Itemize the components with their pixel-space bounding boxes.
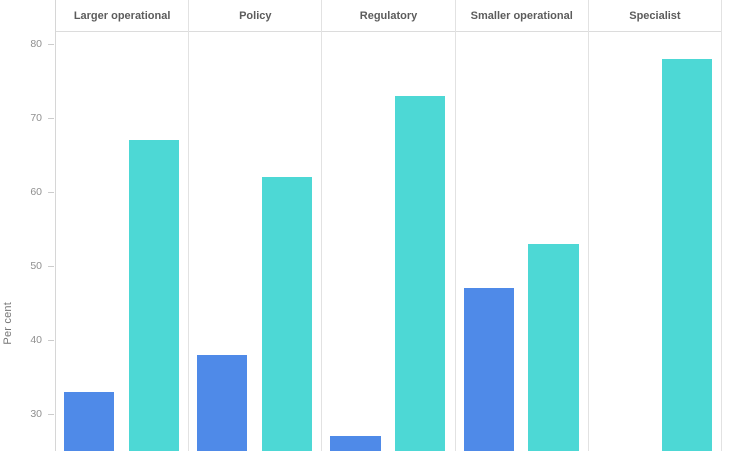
y-tick-label: 80 <box>30 38 42 50</box>
facet-container: Larger operational Policy Regulatory Smalle… <box>55 0 723 451</box>
y-tick-label: 60 <box>30 186 42 198</box>
y-tick-label: 30 <box>30 408 42 420</box>
bar-teal-policy <box>261 177 313 451</box>
bar-teal-regulatory <box>395 95 446 451</box>
panel-header-smaller-operational: Smaller operational <box>455 0 588 32</box>
bar-blue-regulatory <box>330 436 381 451</box>
bar-blue-larger-operational <box>63 391 115 451</box>
y-tick-mark <box>48 118 54 119</box>
y-tick-mark <box>48 266 54 267</box>
y-tick-label: 70 <box>30 112 42 124</box>
facet-smaller-operational: Smaller operational <box>455 0 589 451</box>
bar-teal-specialist <box>661 58 712 451</box>
bar-teal-larger-operational <box>128 140 179 451</box>
y-tick-mark <box>48 414 54 415</box>
panel-header-policy: Policy <box>189 0 322 32</box>
panel-header-regulatory: Regulatory <box>322 0 455 32</box>
facet-larger-operational: Larger operational <box>56 0 190 451</box>
panel-header-larger-operational: Larger operational <box>56 0 189 32</box>
y-tick-label: 50 <box>30 260 42 272</box>
panel-header-specialist: Specialist <box>588 0 722 32</box>
y-tick-mark <box>48 340 54 341</box>
facet-specialist: Specialist <box>588 0 723 451</box>
bar-blue-smaller-operational <box>463 288 514 451</box>
y-tick-label: 40 <box>30 334 42 346</box>
bar-blue-policy <box>197 354 248 451</box>
facet-policy: Policy <box>189 0 323 451</box>
bar-teal-smaller-operational <box>528 243 579 451</box>
facet-regulatory: Regulatory <box>322 0 456 451</box>
y-axis: 80 70 60 50 40 30 <box>0 0 55 454</box>
y-tick-mark <box>48 192 54 193</box>
y-tick-mark <box>48 44 54 45</box>
